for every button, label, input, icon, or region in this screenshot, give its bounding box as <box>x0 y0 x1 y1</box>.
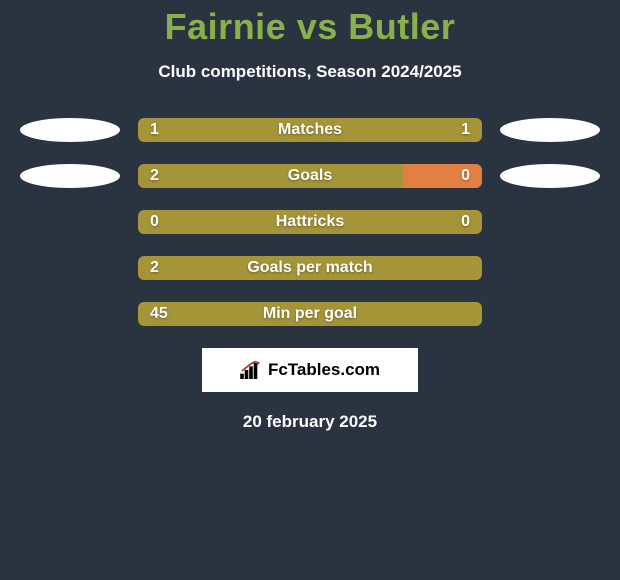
stat-bar: 0Hattricks0 <box>138 210 482 234</box>
stat-bar-text: 0Hattricks0 <box>138 210 482 234</box>
stat-bar: 45Min per goal <box>138 302 482 326</box>
player-a-marker <box>20 118 120 142</box>
stat-bar: 1Matches1 <box>138 118 482 142</box>
page-title: Fairnie vs Butler <box>0 6 620 48</box>
stat-value-left: 1 <box>150 121 174 139</box>
stat-value-right: 1 <box>446 121 470 139</box>
stats-comparison-card: Fairnie vs Butler Club competitions, Sea… <box>0 0 620 432</box>
stat-value-left: 45 <box>150 305 174 323</box>
snapshot-date: 20 february 2025 <box>0 412 620 432</box>
player-a-marker-slot <box>16 118 124 142</box>
player-b-marker-slot <box>496 164 604 188</box>
stat-bar-text: 2Goals0 <box>138 164 482 188</box>
player-b-marker-slot <box>496 210 604 234</box>
stat-bar-text: 1Matches1 <box>138 118 482 142</box>
attribution-text: FcTables.com <box>268 360 380 380</box>
stat-value-right: 0 <box>446 213 470 231</box>
player-b-marker <box>500 118 600 142</box>
stat-row: 2Goals per match <box>0 256 620 280</box>
stat-row: 1Matches1 <box>0 118 620 142</box>
player-a-marker-slot <box>16 256 124 280</box>
stat-label: Min per goal <box>174 305 446 323</box>
stat-row: 0Hattricks0 <box>0 210 620 234</box>
player-b-name: Butler <box>348 6 455 47</box>
stat-bar-text: 2Goals per match <box>138 256 482 280</box>
player-a-marker-slot <box>16 164 124 188</box>
player-a-name: Fairnie <box>165 6 287 47</box>
stat-value-left: 0 <box>150 213 174 231</box>
stat-rows-container: 1Matches12Goals00Hattricks02Goals per ma… <box>0 118 620 326</box>
stat-bar-text: 45Min per goal <box>138 302 482 326</box>
stat-bar: 2Goals0 <box>138 164 482 188</box>
player-b-marker-slot <box>496 118 604 142</box>
bar-chart-icon <box>240 361 262 379</box>
stat-row: 2Goals0 <box>0 164 620 188</box>
player-b-marker-slot <box>496 302 604 326</box>
stat-label: Goals <box>174 167 446 185</box>
vs-separator: vs <box>297 6 338 47</box>
player-a-marker <box>20 164 120 188</box>
stat-value-left: 2 <box>150 259 174 277</box>
stat-bar: 2Goals per match <box>138 256 482 280</box>
player-b-marker <box>500 164 600 188</box>
stat-value-right: 0 <box>446 167 470 185</box>
player-a-marker-slot <box>16 210 124 234</box>
stat-label: Hattricks <box>174 213 446 231</box>
stat-value-left: 2 <box>150 167 174 185</box>
stat-label: Goals per match <box>174 259 446 277</box>
subtitle: Club competitions, Season 2024/2025 <box>0 62 620 82</box>
stat-label: Matches <box>174 121 446 139</box>
attribution-logo-box: FcTables.com <box>202 348 418 392</box>
stat-row: 45Min per goal <box>0 302 620 326</box>
player-a-marker-slot <box>16 302 124 326</box>
player-b-marker-slot <box>496 256 604 280</box>
